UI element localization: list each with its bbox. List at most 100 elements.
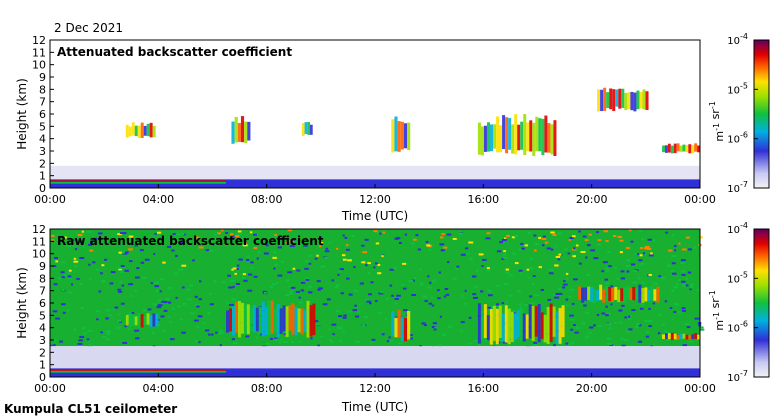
cloud-cell [137, 312, 141, 328]
noise-speckle [92, 261, 96, 264]
cloud-cell [480, 126, 484, 156]
heatmap-area [50, 87, 700, 188]
noise-speckle [427, 286, 432, 289]
x-tick-label: 04:00 [142, 193, 174, 206]
noise-speckle [246, 255, 250, 258]
noise-speckle [697, 288, 701, 291]
noise-speckle [541, 244, 545, 247]
noise-speckle [217, 232, 221, 235]
noise-speckle [640, 262, 645, 265]
noise-speckle [571, 302, 575, 305]
noise-speckle [241, 276, 245, 279]
noise-speckle [124, 269, 130, 272]
noise-speckle [578, 230, 581, 233]
noise-speckle [589, 326, 594, 329]
noise-speckle [290, 286, 296, 289]
noise-speckle [245, 335, 250, 338]
cloud-feature [477, 114, 557, 157]
x-tick-label: 08:00 [251, 382, 283, 395]
cloud-cell [505, 117, 509, 154]
noise-speckle [367, 272, 371, 275]
noise-speckle [232, 267, 237, 270]
noise-speckle [562, 286, 566, 289]
cloud-cell [303, 310, 307, 332]
noise-speckle [388, 336, 391, 339]
noise-speckle [303, 244, 308, 247]
noise-speckle [426, 244, 431, 247]
y-tick-label: 4 [39, 133, 46, 146]
noise-speckle [61, 303, 66, 306]
noise-speckle [481, 264, 484, 267]
y-axis-label: Height (km) [15, 78, 29, 149]
noise-speckle [328, 241, 331, 244]
noise-speckle [410, 334, 413, 337]
noise-speckle [423, 324, 427, 327]
noise-speckle [475, 269, 479, 272]
noise-speckle [281, 260, 284, 263]
noise-speckle [124, 325, 127, 328]
noise-speckle [205, 249, 211, 252]
noise-speckle [694, 317, 700, 320]
noise-speckle [596, 231, 599, 234]
noise-speckle [342, 316, 347, 319]
noise-speckle [250, 267, 253, 270]
noise-speckle [670, 269, 675, 272]
noise-speckle [105, 317, 109, 320]
noise-speckle [531, 282, 535, 285]
noise-speckle [578, 262, 582, 265]
noise-speckle [662, 323, 665, 326]
y-tick-label: 10 [32, 248, 46, 261]
noise-speckle [313, 320, 319, 323]
noise-speckle [673, 286, 679, 289]
noise-speckle [87, 243, 93, 246]
noise-speckle [235, 267, 240, 270]
noise-speckle [298, 296, 301, 299]
boundary-layer-core [50, 370, 227, 373]
noise-speckle [628, 229, 632, 232]
x-tick-label: 20:00 [576, 382, 608, 395]
noise-speckle [100, 237, 105, 240]
noise-speckle [596, 243, 601, 246]
colorbar-tick-label: 10-5 [727, 270, 748, 285]
noise-speckle [585, 311, 590, 314]
cloud-cell [531, 305, 535, 341]
noise-speckle [139, 249, 144, 252]
cloud-cell [620, 288, 624, 302]
noise-speckle [242, 273, 246, 276]
cloud-cell [596, 289, 600, 301]
noise-speckle [80, 307, 84, 310]
noise-speckle [588, 332, 592, 335]
noise-speckle [646, 331, 650, 334]
noise-speckle [236, 282, 241, 285]
noise-speckle [87, 329, 93, 332]
cloud-cell [508, 118, 512, 150]
cloud-cell [632, 286, 636, 301]
noise-speckle [73, 265, 77, 268]
noise-speckle [157, 299, 162, 302]
cloud-cell [520, 121, 524, 150]
cloud-cell [307, 122, 310, 135]
noise-speckle [512, 310, 516, 313]
colorbar: 10-4 10-5 10-6 10-7 m-1 sr-1 [708, 32, 770, 195]
noise-speckle [194, 339, 198, 342]
cloud-cell [234, 116, 238, 143]
cloud-cell [507, 308, 511, 345]
noise-speckle [394, 297, 399, 300]
y-tick-label: 4 [39, 322, 46, 335]
noise-speckle [172, 232, 176, 235]
noise-speckle [511, 252, 517, 255]
cloud-cell [682, 144, 686, 152]
noise-speckle [641, 281, 646, 284]
noise-speckle [305, 277, 310, 280]
noise-speckle [127, 328, 131, 331]
noise-speckle [540, 288, 544, 291]
noise-speckle [67, 239, 72, 242]
noise-speckle [524, 244, 529, 247]
noise-speckle [431, 280, 434, 283]
noise-speckle [625, 246, 631, 249]
noise-speckle [415, 234, 419, 237]
noise-speckle [128, 235, 134, 238]
noise-speckle [54, 257, 59, 260]
noise-speckle [419, 268, 422, 271]
cloud-cell [561, 305, 565, 338]
